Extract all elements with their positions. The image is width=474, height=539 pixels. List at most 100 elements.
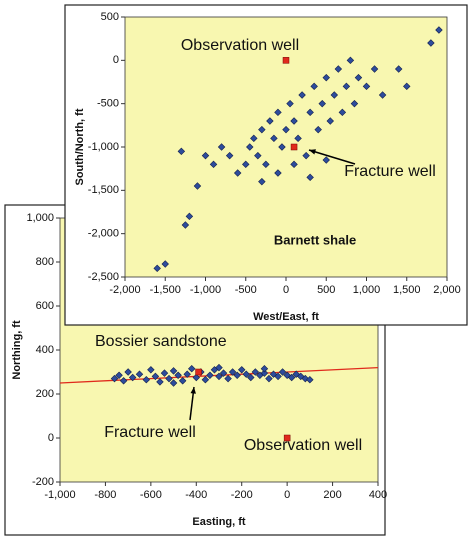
- data-point: [193, 182, 202, 190]
- data-point: [403, 82, 411, 91]
- data-point: [237, 366, 246, 374]
- data-point: [246, 143, 254, 151]
- arrow-shaft: [308, 149, 356, 165]
- data-point: [201, 375, 210, 384]
- data-point: [314, 125, 322, 134]
- data-point: [262, 160, 270, 169]
- y-tick-label: 0: [48, 432, 54, 444]
- y-tick-label: -1,500: [88, 184, 119, 196]
- data-point: [254, 151, 262, 160]
- y-tick-label: -1,000: [88, 141, 119, 153]
- well-marker: [195, 368, 202, 376]
- x-tick-label: -200: [231, 489, 253, 501]
- data-point: [156, 378, 164, 386]
- data-point: [306, 108, 314, 117]
- data-point: [334, 65, 343, 73]
- y-tick-label: -2,500: [88, 271, 119, 283]
- data-point: [258, 177, 266, 186]
- x-tick-label: -1,000: [190, 284, 221, 296]
- x-tick-label: -500: [235, 284, 257, 296]
- data-point: [209, 160, 218, 169]
- well-marker: [290, 143, 298, 151]
- y-tick-label: -2,000: [88, 228, 119, 240]
- x-axis-title: Easting, ft: [192, 516, 246, 528]
- data-point: [206, 371, 214, 380]
- data-point: [362, 82, 371, 91]
- data-point: [161, 260, 169, 268]
- data-point: [306, 173, 314, 182]
- data-point: [278, 143, 286, 151]
- data-point: [251, 368, 260, 376]
- data-point: [290, 160, 298, 169]
- data-point: [394, 65, 403, 73]
- data-point: [183, 370, 191, 378]
- data-point: [370, 65, 379, 73]
- data-point: [342, 82, 351, 91]
- data-point: [294, 134, 302, 143]
- data-point: [266, 117, 274, 125]
- data-point: [278, 368, 287, 376]
- x-tick-label: -800: [94, 489, 116, 501]
- y-axis-title: South/North, ft: [74, 108, 86, 185]
- well-label: Observation well: [181, 37, 299, 54]
- data-point: [290, 117, 298, 125]
- data-point: [427, 39, 435, 47]
- arrow-head: [309, 149, 316, 155]
- data-point: [177, 147, 186, 156]
- x-tick-label: 0: [284, 489, 290, 501]
- x-axis-title: West/East, ft: [253, 311, 319, 323]
- data-point: [269, 370, 278, 378]
- data-point: [274, 169, 282, 177]
- data-point: [188, 364, 196, 373]
- y-tick-label: 400: [36, 344, 54, 356]
- data-point: [169, 367, 178, 375]
- data-point: [260, 364, 269, 373]
- data-point: [242, 370, 250, 378]
- data-point: [192, 373, 201, 382]
- x-tick-label: 400: [369, 489, 387, 501]
- data-point: [306, 375, 314, 384]
- y-tick-label: 200: [36, 388, 54, 400]
- data-point: [233, 169, 242, 177]
- data-point: [219, 369, 228, 377]
- arrow-head: [190, 387, 196, 394]
- data-point: [326, 117, 334, 125]
- data-point: [174, 371, 182, 380]
- data-point: [247, 373, 255, 382]
- data-point: [346, 56, 355, 65]
- data-point: [297, 372, 305, 381]
- x-tick-label: 200: [323, 489, 341, 501]
- well-label: Fracture well: [344, 163, 436, 180]
- data-point: [160, 369, 169, 377]
- data-point: [128, 373, 137, 382]
- data-point: [151, 372, 160, 381]
- data-point: [135, 370, 144, 378]
- data-point: [260, 369, 269, 377]
- x-tick-label: -2,000: [109, 284, 140, 296]
- data-point: [274, 372, 282, 381]
- y-tick-label: 500: [101, 11, 119, 23]
- data-point: [378, 91, 387, 99]
- y-tick-label: 0: [113, 54, 119, 66]
- data-point: [310, 82, 318, 91]
- data-point: [265, 374, 273, 383]
- data-point: [242, 160, 250, 169]
- data-point: [435, 26, 443, 34]
- data-point: [302, 151, 310, 160]
- well-label: Fracture well: [104, 424, 196, 441]
- y-axis-title: Northing, ft: [11, 320, 23, 380]
- formation-label: Barnett shale: [274, 232, 356, 247]
- well-marker: [283, 434, 291, 442]
- data-point: [233, 371, 241, 380]
- x-tick-label: 1,000: [353, 284, 381, 296]
- data-point: [287, 373, 296, 382]
- data-point: [322, 156, 330, 164]
- data-point: [224, 374, 232, 383]
- data-point: [181, 221, 190, 229]
- data-point: [165, 374, 173, 383]
- x-tick-label: 2,000: [433, 284, 461, 296]
- data-point: [354, 73, 363, 82]
- data-point: [124, 368, 132, 376]
